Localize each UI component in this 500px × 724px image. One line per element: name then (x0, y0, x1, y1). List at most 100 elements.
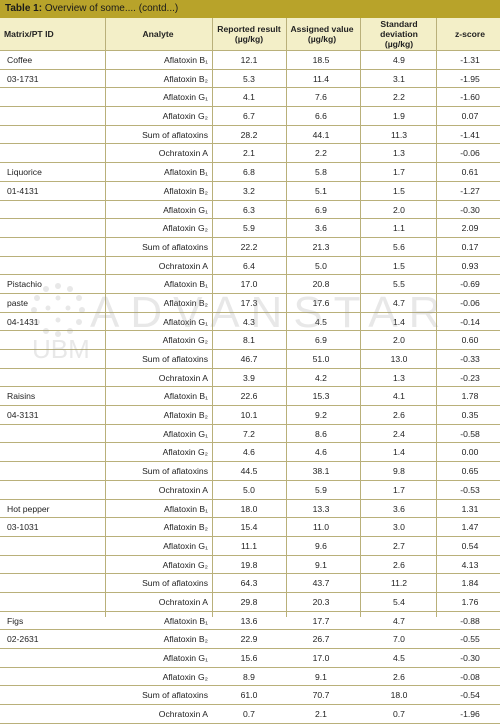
cell-analyte: Sum of aflatoxins (142, 129, 208, 140)
cell-matrix (7, 443, 102, 461)
cell-z: -1.41 (460, 129, 480, 140)
table-row: Aflatoxin G₂ 8.1 6.9 2.0 0.60 (0, 331, 500, 350)
table-row: 04-3131 Aflatoxin B₂ 10.1 9.2 2.6 0.35 (0, 406, 500, 425)
cell-z: 1.76 (461, 596, 479, 607)
cell-analyte: Ochratoxin A (158, 709, 208, 720)
cell-matrix (7, 144, 102, 162)
cell-matrix (7, 537, 102, 555)
column-divider (360, 18, 361, 617)
table-row: Aflatoxin G₂ 4.6 4.6 1.4 0.00 (0, 443, 500, 463)
cell-z: 2.09 (461, 223, 479, 234)
cell-reported: 6.3 (243, 204, 255, 215)
cell-analyte: Sum of aflatoxins (142, 354, 208, 364)
table-row: Ochratoxin A 2.1 2.2 1.3 -0.06 (0, 144, 500, 164)
cell-z: 1.78 (461, 391, 479, 402)
cell-analyte: Aflatoxin B₂ (163, 73, 208, 84)
table-row: paste Aflatoxin B₂ 17.3 17.6 4.7 -0.06 (0, 294, 500, 313)
cell-z: -0.58 (460, 428, 480, 439)
cell-sd: 2.0 (393, 204, 405, 215)
cell-assigned: 11.0 (312, 522, 330, 533)
cell-z: -0.06 (460, 148, 480, 159)
cell-assigned: 7.6 (315, 92, 327, 103)
cell-reported: 3.9 (243, 372, 255, 383)
cell-matrix (7, 462, 102, 480)
cell-reported: 6.7 (243, 111, 255, 122)
column-header-assigned: Assigned value (µg/kg) (290, 24, 354, 44)
cell-analyte: Aflatoxin G₁ (163, 540, 208, 551)
cell-sd: 13.0 (390, 354, 408, 364)
cell-sd: 7.0 (393, 634, 405, 645)
cell-sd: 1.3 (393, 372, 405, 383)
table-row: Ochratoxin A 6.4 5.0 1.5 0.93 (0, 257, 500, 276)
table-row: Raisins Aflatoxin B₁ 22.6 15.3 4.1 1.78 (0, 387, 500, 407)
cell-sd: 1.9 (393, 111, 405, 122)
cell-reported: 44.5 (240, 466, 258, 477)
cell-analyte: Aflatoxin B₁ (164, 503, 208, 514)
table-row: 04-1431 Aflatoxin G₁ 4.3 4.5 1.4 -0.14 (0, 313, 500, 332)
cell-sd: 1.5 (393, 260, 405, 271)
cell-z: -0.08 (460, 671, 480, 682)
cell-analyte: Aflatoxin B₁ (164, 55, 208, 65)
cell-reported: 17.0 (240, 279, 258, 290)
table-row: Figs Aflatoxin B₁ 13.6 17.7 4.7 -0.88 (0, 612, 500, 631)
cell-matrix: 01-4131 (7, 185, 39, 196)
table-row: Coffee Aflatoxin B₁ 12.1 18.5 4.9 -1.31 (0, 51, 500, 70)
cell-z: 1.31 (461, 503, 479, 514)
table-row: Ochratoxin A 3.9 4.2 1.3 -0.23 (0, 369, 500, 388)
table-title-text: Overview of some.... (contd...) (42, 3, 179, 14)
cell-z: -1.96 (460, 709, 480, 720)
cell-z: -0.69 (460, 279, 480, 290)
cell-reported: 5.0 (243, 484, 255, 495)
cell-z: 0.93 (461, 260, 479, 271)
table-row: Aflatoxin G₁ 11.1 9.6 2.7 0.54 (0, 537, 500, 556)
table-row: Liquorice Aflatoxin B₁ 6.8 5.8 1.7 0.61 (0, 163, 500, 182)
cell-matrix: 03-1031 (7, 522, 39, 533)
cell-assigned: 5.8 (315, 167, 327, 178)
cell-matrix (7, 705, 102, 723)
cell-z: -0.88 (460, 615, 480, 626)
cell-matrix: paste (7, 297, 29, 308)
cell-reported: 5.9 (243, 223, 255, 234)
table-body: Coffee Aflatoxin B₁ 12.1 18.5 4.9 -1.31 03-173… (0, 51, 500, 724)
table-row: 03-1731 Aflatoxin B₂ 5.3 11.4 3.1 -1.95 (0, 70, 500, 89)
cell-assigned: 21.3 (312, 241, 330, 252)
cell-matrix (7, 88, 102, 106)
table-title-label: Table 1: (5, 3, 43, 14)
cell-z: 0.61 (461, 167, 479, 178)
cell-matrix: Hot pepper (7, 503, 50, 514)
cell-reported: 6.8 (243, 167, 255, 178)
cell-matrix (7, 574, 102, 592)
cell-analyte: Aflatoxin G₂ (162, 335, 208, 346)
cell-reported: 22.6 (240, 391, 258, 402)
cell-z: 0.65 (461, 466, 479, 477)
cell-matrix (7, 257, 102, 275)
cell-matrix (7, 369, 102, 387)
cell-reported: 18.0 (240, 503, 258, 514)
cell-assigned: 6.6 (315, 111, 327, 122)
cell-z: -0.53 (460, 484, 480, 495)
cell-reported: 3.2 (243, 185, 255, 196)
table-row: Aflatoxin G₂ 6.7 6.6 1.9 0.07 (0, 107, 500, 126)
cell-z: -0.23 (460, 372, 480, 383)
cell-reported: 17.3 (240, 297, 258, 308)
table-row: Sum of aflatoxins 22.2 21.3 5.6 0.17 (0, 238, 500, 257)
cell-assigned: 5.1 (315, 185, 327, 196)
cell-z: -1.31 (460, 55, 480, 65)
cell-assigned: 9.6 (315, 540, 327, 551)
table-row: Aflatoxin G₂ 19.8 9.1 2.6 4.13 (0, 556, 500, 575)
cell-z: 0.54 (461, 540, 479, 551)
table-row: Ochratoxin A 0.7 2.1 0.7 -1.96 (0, 705, 500, 724)
cell-matrix (7, 219, 102, 237)
cell-analyte: Aflatoxin B₁ (164, 391, 208, 402)
cell-z: -0.30 (460, 653, 480, 663)
cell-z: -0.06 (460, 297, 480, 308)
column-divider (212, 18, 213, 617)
cell-matrix (7, 331, 102, 349)
cell-z: 0.17 (461, 241, 479, 252)
cell-analyte: Aflatoxin G₂ (162, 671, 208, 682)
cell-assigned: 18.5 (312, 55, 330, 65)
cell-assigned: 43.7 (312, 578, 330, 589)
cell-sd: 4.5 (393, 653, 405, 663)
cell-analyte: Aflatoxin B₂ (163, 634, 208, 645)
cell-assigned: 9.1 (315, 671, 327, 682)
